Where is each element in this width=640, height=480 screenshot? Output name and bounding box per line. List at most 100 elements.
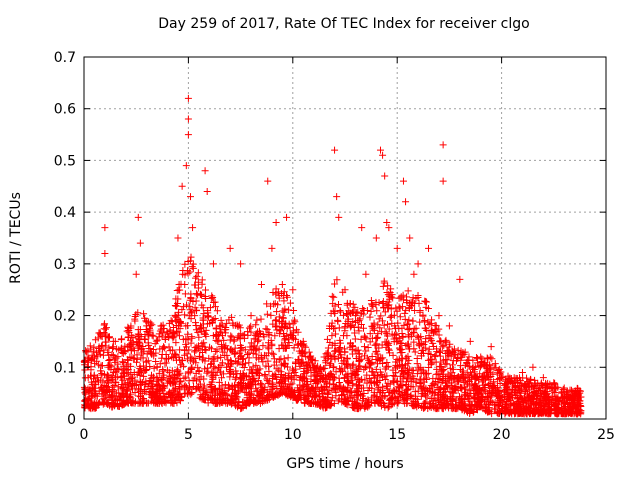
data-point [359,324,367,332]
data-point [328,332,336,340]
data-point [495,394,503,402]
data-point [233,359,241,367]
data-point [432,322,440,330]
data-point [119,372,127,380]
data-point [98,383,106,391]
data-point [286,299,294,307]
data-point-peak [518,368,526,376]
data-point [211,303,219,311]
data-point [147,385,155,393]
data-point [433,384,441,392]
data-point-peak [358,224,366,232]
data-point [420,341,428,349]
data-point [396,384,404,392]
data-point [413,360,421,368]
data-point [439,367,447,375]
data-point [246,390,254,398]
data-point [237,353,245,361]
data-point [419,312,427,320]
data-point [404,385,412,393]
data-point [427,350,435,358]
data-point [139,354,147,362]
data-point [120,359,128,367]
data-point [217,353,225,361]
data-point-peak [186,193,194,201]
data-point [366,364,374,372]
data-point [394,383,402,391]
data-point [211,364,219,372]
data-point [290,344,298,352]
data-point [310,376,318,384]
data-point [481,388,489,396]
data-point [479,372,487,380]
data-point [518,385,526,393]
data-point [470,385,478,393]
chart-title: Day 259 of 2017, Rate Of TEC Index for r… [158,16,530,32]
data-point [504,391,512,399]
data-point [562,402,570,410]
data-point [280,330,288,338]
data-point [187,309,195,317]
data-point [409,294,417,302]
data-point [557,409,565,417]
data-point-peak [153,363,161,371]
data-point [199,387,207,395]
data-point [448,379,456,387]
data-point [123,392,131,400]
data-point [154,387,162,395]
data-point [399,333,407,341]
data-point [490,378,498,386]
data-point [278,379,286,387]
data-point [548,392,556,400]
data-point [158,332,166,340]
data-point [343,372,351,380]
data-point [277,378,285,386]
data-point [363,399,371,407]
data-point [247,328,255,336]
data-point [550,402,558,410]
data-point [127,370,135,378]
data-point [285,306,293,314]
data-point [275,313,283,321]
data-point [391,372,399,380]
data-point [187,253,195,261]
data-point [321,364,329,372]
data-point [435,397,443,405]
data-point [245,359,253,367]
data-point [403,399,411,407]
data-point [374,384,382,392]
data-point [523,410,531,418]
data-point [292,335,300,343]
data-point [95,378,103,386]
data-point [416,380,424,387]
data-point [247,322,255,330]
data-point [127,362,135,370]
data-point [227,345,235,353]
data-point [311,371,319,379]
data-point-peak [331,146,339,154]
data-point [255,369,263,377]
data-point [488,389,496,397]
data-point [194,291,202,299]
data-point [161,344,169,352]
data-point [552,383,560,391]
data-point-peak [477,353,485,361]
data-point [326,360,334,368]
data-point [576,402,584,410]
data-point [423,393,431,401]
data-point [256,365,264,373]
data-point [227,400,235,408]
data-point [227,396,235,404]
data-point [236,349,244,357]
data-point [290,316,298,324]
data-point [412,378,420,386]
data-point [366,360,374,368]
data-point [223,319,231,327]
data-point [360,352,368,360]
data-point [336,306,344,314]
data-point [457,395,465,403]
data-point [234,358,242,366]
data-point [86,342,94,350]
data-point [383,320,391,328]
data-point [175,308,183,316]
